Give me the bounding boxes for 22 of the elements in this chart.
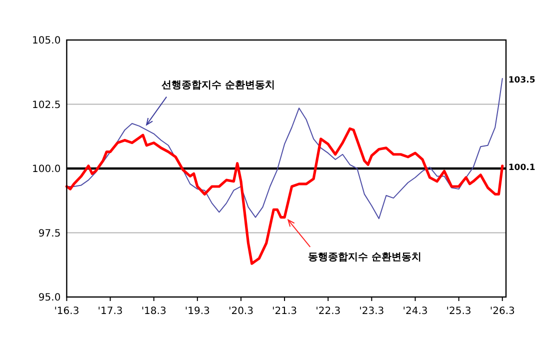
line-series bbox=[66, 78, 503, 220]
x-tick-label: '23.3 bbox=[359, 306, 384, 317]
y-tick-label: 97.5 bbox=[38, 228, 61, 240]
line-series bbox=[65, 127, 504, 265]
annotation: 103.5 bbox=[508, 76, 536, 86]
x-tick-label: '21.3 bbox=[272, 306, 298, 317]
x-tick-label: '26.3 bbox=[490, 306, 515, 317]
x-tick-label: '18.3 bbox=[141, 306, 166, 317]
x-tick-label: '22.3 bbox=[316, 306, 341, 317]
y-tick-label: 95.0 bbox=[38, 292, 61, 304]
x-tick-label: '17.3 bbox=[98, 306, 123, 317]
x-tick-label: '16.3 bbox=[54, 306, 80, 317]
y-tick-label: 102.5 bbox=[32, 100, 61, 111]
x-tick-label: '24.3 bbox=[402, 306, 428, 317]
x-tick-label: '19.3 bbox=[184, 306, 210, 317]
annotation: 100.1 bbox=[508, 162, 536, 173]
x-tick-label: '25.3 bbox=[446, 306, 472, 317]
y-tick-label: 105.0 bbox=[32, 36, 61, 46]
y-tick-label: 100.0 bbox=[32, 164, 61, 175]
x-tick-label: '20.3 bbox=[228, 306, 254, 317]
annotation: 동행종합지수 순환변동치 bbox=[308, 252, 422, 263]
annotation: 선행종합지수 순환변동치 bbox=[162, 80, 276, 91]
